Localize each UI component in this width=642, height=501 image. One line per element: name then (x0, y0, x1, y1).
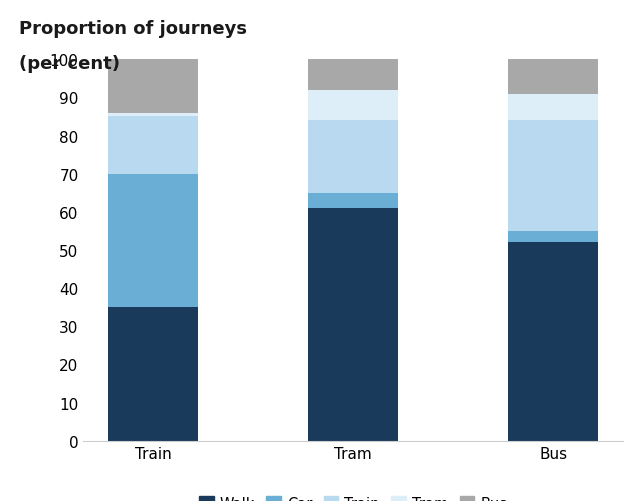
Bar (108, 174, 198, 308)
Bar (508, 60, 598, 94)
Legend: Walk, Car, Train, Tram, Bus: Walk, Car, Train, Tram, Bus (193, 490, 513, 501)
Bar (508, 243, 598, 441)
Bar (508, 94, 598, 121)
Bar (508, 231, 598, 243)
Bar (308, 208, 398, 441)
Text: Proportion of journeys: Proportion of journeys (19, 20, 247, 38)
Bar (508, 121, 598, 231)
Text: (per cent): (per cent) (19, 55, 120, 73)
Bar (108, 308, 198, 441)
Bar (108, 113, 198, 117)
Bar (308, 91, 398, 121)
Bar (108, 117, 198, 174)
Bar (308, 193, 398, 208)
Bar (308, 60, 398, 91)
Bar (108, 60, 198, 113)
Bar (308, 121, 398, 193)
